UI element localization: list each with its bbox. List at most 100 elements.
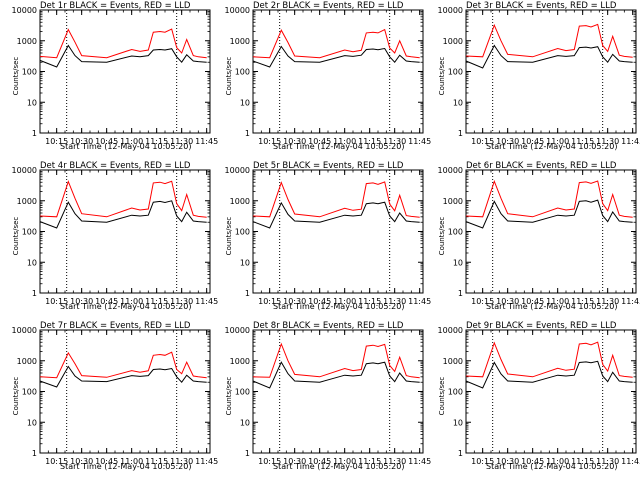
series-line-lld — [39, 351, 207, 379]
chart-svg: 1 10 100 1000 10000 10:15 10:30 10:45 11:00 11:15… — [12, 326, 219, 466]
x-tick-label: 11:00 — [120, 137, 143, 146]
x-tick-label: 11:45 — [621, 297, 640, 306]
y-tick-label: 10000 — [12, 326, 37, 335]
panel-title: Det 5r BLACK = Events, RED = LLD — [253, 161, 404, 171]
plot-frame — [252, 169, 424, 294]
x-axis-label: Start Time (12-May-04 10:05:20) — [273, 462, 405, 471]
detector-panel-4: 1 10 100 1000 10000 10:15 10:30 10:45 11:00 11:15… — [0, 160, 219, 320]
x-axis-label: Start Time (12-May-04 10:05:20) — [273, 142, 405, 151]
x-tick-label: 11:00 — [546, 137, 569, 146]
detector-panel-9: 1 10 100 1000 10000 10:15 10:30 10:45 11:00 11:15… — [426, 320, 640, 480]
panel-title: Det 3r BLACK = Events, RED = LLD — [466, 1, 617, 11]
x-tick-label: 11:15 — [358, 137, 381, 146]
y-tick-label: 1000 — [230, 357, 250, 366]
x-tick-label: 11:45 — [621, 457, 640, 466]
detector-panel-5: 1 10 100 1000 10000 10:15 10:30 10:45 11:00 11:15… — [213, 160, 432, 320]
x-tick-label: 11:00 — [120, 297, 143, 306]
x-tick-label: 10:30 — [496, 137, 519, 146]
y-tick-label: 1000 — [17, 197, 37, 206]
y-tick-label: 100 — [235, 388, 250, 397]
x-tick-label: 10:45 — [308, 297, 331, 306]
x-tick-label: 11:30 — [170, 137, 193, 146]
y-tick-label: 1 — [458, 449, 463, 458]
y-tick-label: 1 — [32, 129, 37, 138]
plot-frame — [252, 9, 424, 134]
plot-frame — [39, 9, 211, 134]
plot-frame — [39, 329, 211, 454]
x-tick-label: 11:00 — [333, 457, 356, 466]
y-tick-label: 10 — [27, 418, 37, 427]
x-tick-label: 11:45 — [408, 297, 431, 306]
x-tick-label: 11:30 — [170, 297, 193, 306]
y-tick-label: 1000 — [230, 197, 250, 206]
y-tick-label: 100 — [235, 228, 250, 237]
y-axis-label: Counts/sec — [12, 216, 20, 256]
x-tick-label: 10:30 — [496, 297, 519, 306]
x-tick-label: 11:15 — [145, 297, 168, 306]
x-tick-label: 10:30 — [70, 297, 93, 306]
detector-panel-2: 1 10 100 1000 10000 10:15 10:30 10:45 11:00 11:15… — [213, 0, 432, 160]
x-tick-label: 11:45 — [408, 457, 431, 466]
y-tick-label: 100 — [22, 228, 37, 237]
x-tick-label: 10:45 — [521, 457, 544, 466]
x-tick-label: 10:15 — [471, 457, 494, 466]
x-tick-label: 10:30 — [70, 137, 93, 146]
y-tick-label: 10 — [240, 258, 250, 267]
chart-svg: 1 10 100 1000 10000 10:15 10:30 10:45 11:00 11:15… — [225, 326, 432, 466]
x-tick-label: 10:45 — [95, 137, 118, 146]
detector-panel-8: 1 10 100 1000 10000 10:15 10:30 10:45 11:00 11:15… — [213, 320, 432, 480]
x-tick-label: 11:30 — [383, 297, 406, 306]
y-tick-label: 10000 — [225, 6, 250, 15]
x-tick-label: 10:15 — [471, 297, 494, 306]
x-tick-label: 10:15 — [45, 457, 68, 466]
y-tick-label: 100 — [22, 68, 37, 77]
y-tick-label: 10000 — [438, 326, 463, 335]
y-tick-label: 100 — [448, 228, 463, 237]
x-axis-label: Start Time (12-May-04 10:05:20) — [60, 142, 192, 151]
x-tick-label: 10:15 — [258, 297, 281, 306]
x-tick-label: 11:45 — [621, 137, 640, 146]
x-tick-label: 11:45 — [195, 137, 218, 146]
x-tick-label: 10:45 — [308, 137, 331, 146]
x-axis-label: Start Time (12-May-04 10:05:20) — [60, 302, 192, 311]
y-axis-label: Counts/sec — [12, 56, 20, 96]
plot-frame — [39, 169, 211, 294]
series-line-lld — [252, 181, 420, 218]
x-tick-label: 11:00 — [120, 457, 143, 466]
y-tick-label: 10 — [240, 98, 250, 107]
y-axis-label: Counts/sec — [438, 216, 446, 256]
series-line-events — [465, 44, 633, 69]
x-tick-label: 11:00 — [546, 457, 569, 466]
panel-title: Det 2r BLACK = Events, RED = LLD — [253, 1, 404, 11]
chart-svg: 1 10 100 1000 10000 10:15 10:30 10:45 11:00 11:15… — [438, 166, 640, 306]
series-line-events — [252, 361, 420, 389]
x-tick-label: 10:15 — [471, 137, 494, 146]
x-tick-label: 10:15 — [258, 457, 281, 466]
x-tick-label: 11:15 — [571, 297, 594, 306]
y-tick-label: 1 — [245, 129, 250, 138]
y-tick-label: 1000 — [443, 37, 463, 46]
plot-frame — [252, 329, 424, 454]
x-axis-label: Start Time (12-May-04 10:05:20) — [486, 302, 618, 311]
y-tick-label: 100 — [22, 388, 37, 397]
y-tick-label: 10 — [453, 418, 463, 427]
series-line-events — [252, 201, 420, 229]
y-axis-label: Counts/sec — [438, 56, 446, 96]
chart-svg: 1 10 100 1000 10000 10:15 10:30 10:45 11:00 11:15… — [438, 6, 640, 146]
panel-title: Det 8r BLACK = Events, RED = LLD — [253, 321, 404, 331]
x-tick-label: 10:15 — [258, 137, 281, 146]
x-tick-label: 11:45 — [195, 297, 218, 306]
panel-title: Det 9r BLACK = Events, RED = LLD — [466, 321, 617, 331]
x-tick-label: 11:30 — [596, 297, 619, 306]
y-axis-label: Counts/sec — [225, 376, 233, 416]
y-tick-label: 1 — [458, 289, 463, 298]
chart-svg: 1 10 100 1000 10000 10:15 10:30 10:45 11:00 11:15… — [438, 326, 640, 466]
y-tick-label: 100 — [235, 68, 250, 77]
panel-title: Det 1r BLACK = Events, RED = LLD — [40, 1, 191, 11]
x-tick-label: 11:15 — [145, 457, 168, 466]
series-line-events — [252, 45, 420, 68]
panel-title: Det 7r BLACK = Events, RED = LLD — [40, 321, 191, 331]
chart-svg: 1 10 100 1000 10000 10:15 10:30 10:45 11:00 11:15… — [12, 6, 219, 146]
x-axis-label: Start Time (12-May-04 10:05:20) — [60, 462, 192, 471]
